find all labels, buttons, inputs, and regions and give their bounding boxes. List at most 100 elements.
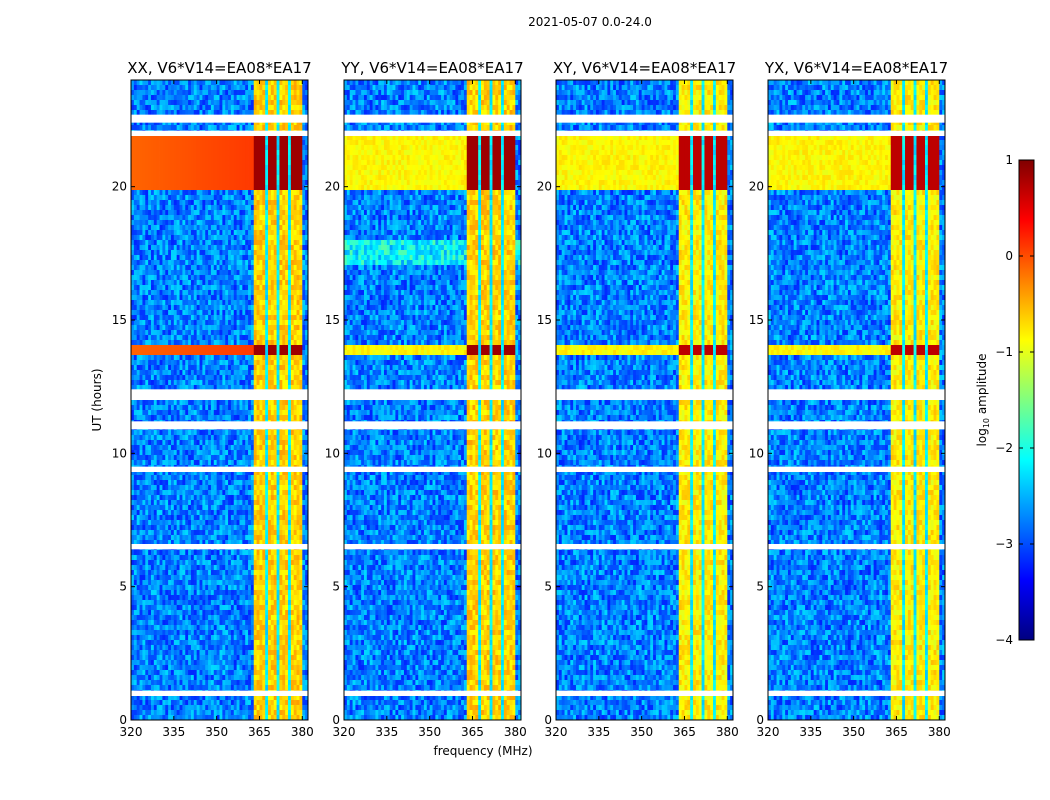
heat-cell (193, 90, 198, 96)
heat-cell (142, 370, 146, 376)
heat-cell (262, 385, 266, 391)
heat-cell (156, 190, 160, 196)
heat-cell (245, 285, 249, 291)
heat-cell (139, 300, 143, 306)
heat-cell (159, 305, 163, 311)
heat-cell (156, 435, 160, 441)
heat-cell (228, 230, 232, 236)
heat-cell (230, 85, 235, 91)
heat-cell (233, 240, 238, 246)
heat-cell (225, 380, 229, 386)
heat-cell (216, 480, 220, 486)
heat-cell (222, 400, 226, 406)
heat-cell (210, 445, 215, 451)
heat-cell (210, 210, 215, 216)
heat-cell (168, 480, 172, 486)
heat-cell (285, 155, 289, 161)
heat-cell (228, 160, 232, 166)
heat-cell (148, 305, 152, 311)
heat-cell (213, 235, 218, 241)
heat-cell (156, 480, 160, 486)
heat-cell (216, 355, 220, 361)
heat-cell (153, 285, 158, 291)
heat-cell (145, 355, 149, 361)
heat-cell (170, 440, 175, 446)
heat-cell (131, 265, 135, 271)
heat-cell (131, 230, 135, 236)
heat-cell (136, 185, 140, 191)
heat-cell (199, 245, 203, 251)
heat-cell (136, 450, 140, 456)
heat-cell (302, 305, 306, 311)
heat-cell (179, 250, 183, 256)
heat-cell (131, 240, 135, 246)
heat-cell (162, 245, 166, 251)
heat-cell (296, 140, 300, 146)
heat-cell (173, 250, 178, 256)
heat-cell (148, 260, 152, 266)
heat-cell (253, 205, 258, 211)
heat-cell (173, 85, 178, 91)
heat-cell (302, 325, 306, 331)
heat-cell (250, 375, 255, 381)
heat-cell (156, 470, 160, 476)
heat-cell (279, 160, 283, 166)
heat-cell (168, 165, 172, 171)
heat-cell (139, 90, 143, 96)
heat-cell (131, 350, 135, 356)
heat-cell (193, 255, 198, 261)
heat-cell (150, 275, 155, 281)
heat-cell (133, 230, 138, 236)
heat-cell (182, 160, 186, 166)
heat-cell (193, 235, 198, 241)
heat-cell (279, 370, 283, 376)
heat-cell (248, 225, 252, 231)
heat-cell (133, 140, 138, 146)
heat-cell (253, 225, 258, 231)
heat-cell (282, 220, 286, 226)
heat-cell (156, 430, 160, 436)
heat-cell (230, 210, 235, 216)
heat-cell (173, 155, 178, 161)
heat-cell (256, 350, 260, 356)
heat-cell (136, 100, 140, 106)
heat-cell (185, 250, 189, 256)
heat-cell (245, 255, 249, 261)
heat-cell (233, 405, 238, 411)
heat-cell (142, 315, 146, 321)
heat-cell (219, 380, 223, 386)
heat-cell (253, 120, 258, 126)
heat-cell (136, 475, 140, 481)
heat-cell (131, 295, 135, 301)
heat-cell (176, 135, 180, 141)
heat-cell (133, 355, 138, 361)
heat-cell (230, 385, 235, 391)
heat-cell (142, 480, 146, 486)
heat-cell (236, 180, 240, 186)
heat-cell (133, 245, 138, 251)
heat-cell (179, 220, 183, 226)
heat-cell (188, 305, 192, 311)
heat-cell (293, 290, 297, 296)
heat-cell (276, 165, 280, 171)
heat-cell (142, 410, 146, 416)
heat-cell (176, 350, 180, 356)
heat-cell (188, 180, 192, 186)
heat-cell (131, 330, 135, 336)
heat-cell (162, 370, 166, 376)
heat-cell (285, 150, 289, 156)
heat-cell (242, 450, 246, 456)
heat-cell (265, 185, 269, 191)
heat-cell (256, 105, 260, 111)
heat-cell (245, 335, 249, 341)
heat-cell (250, 255, 255, 261)
heat-cell (296, 170, 300, 176)
heat-cell (193, 355, 198, 361)
heat-cell (179, 440, 183, 446)
heat-cell (302, 125, 306, 131)
heat-cell (305, 225, 309, 231)
heat-cell (225, 455, 229, 461)
heat-cell (216, 160, 220, 166)
heat-cell (248, 265, 252, 271)
heat-cell (156, 260, 160, 266)
